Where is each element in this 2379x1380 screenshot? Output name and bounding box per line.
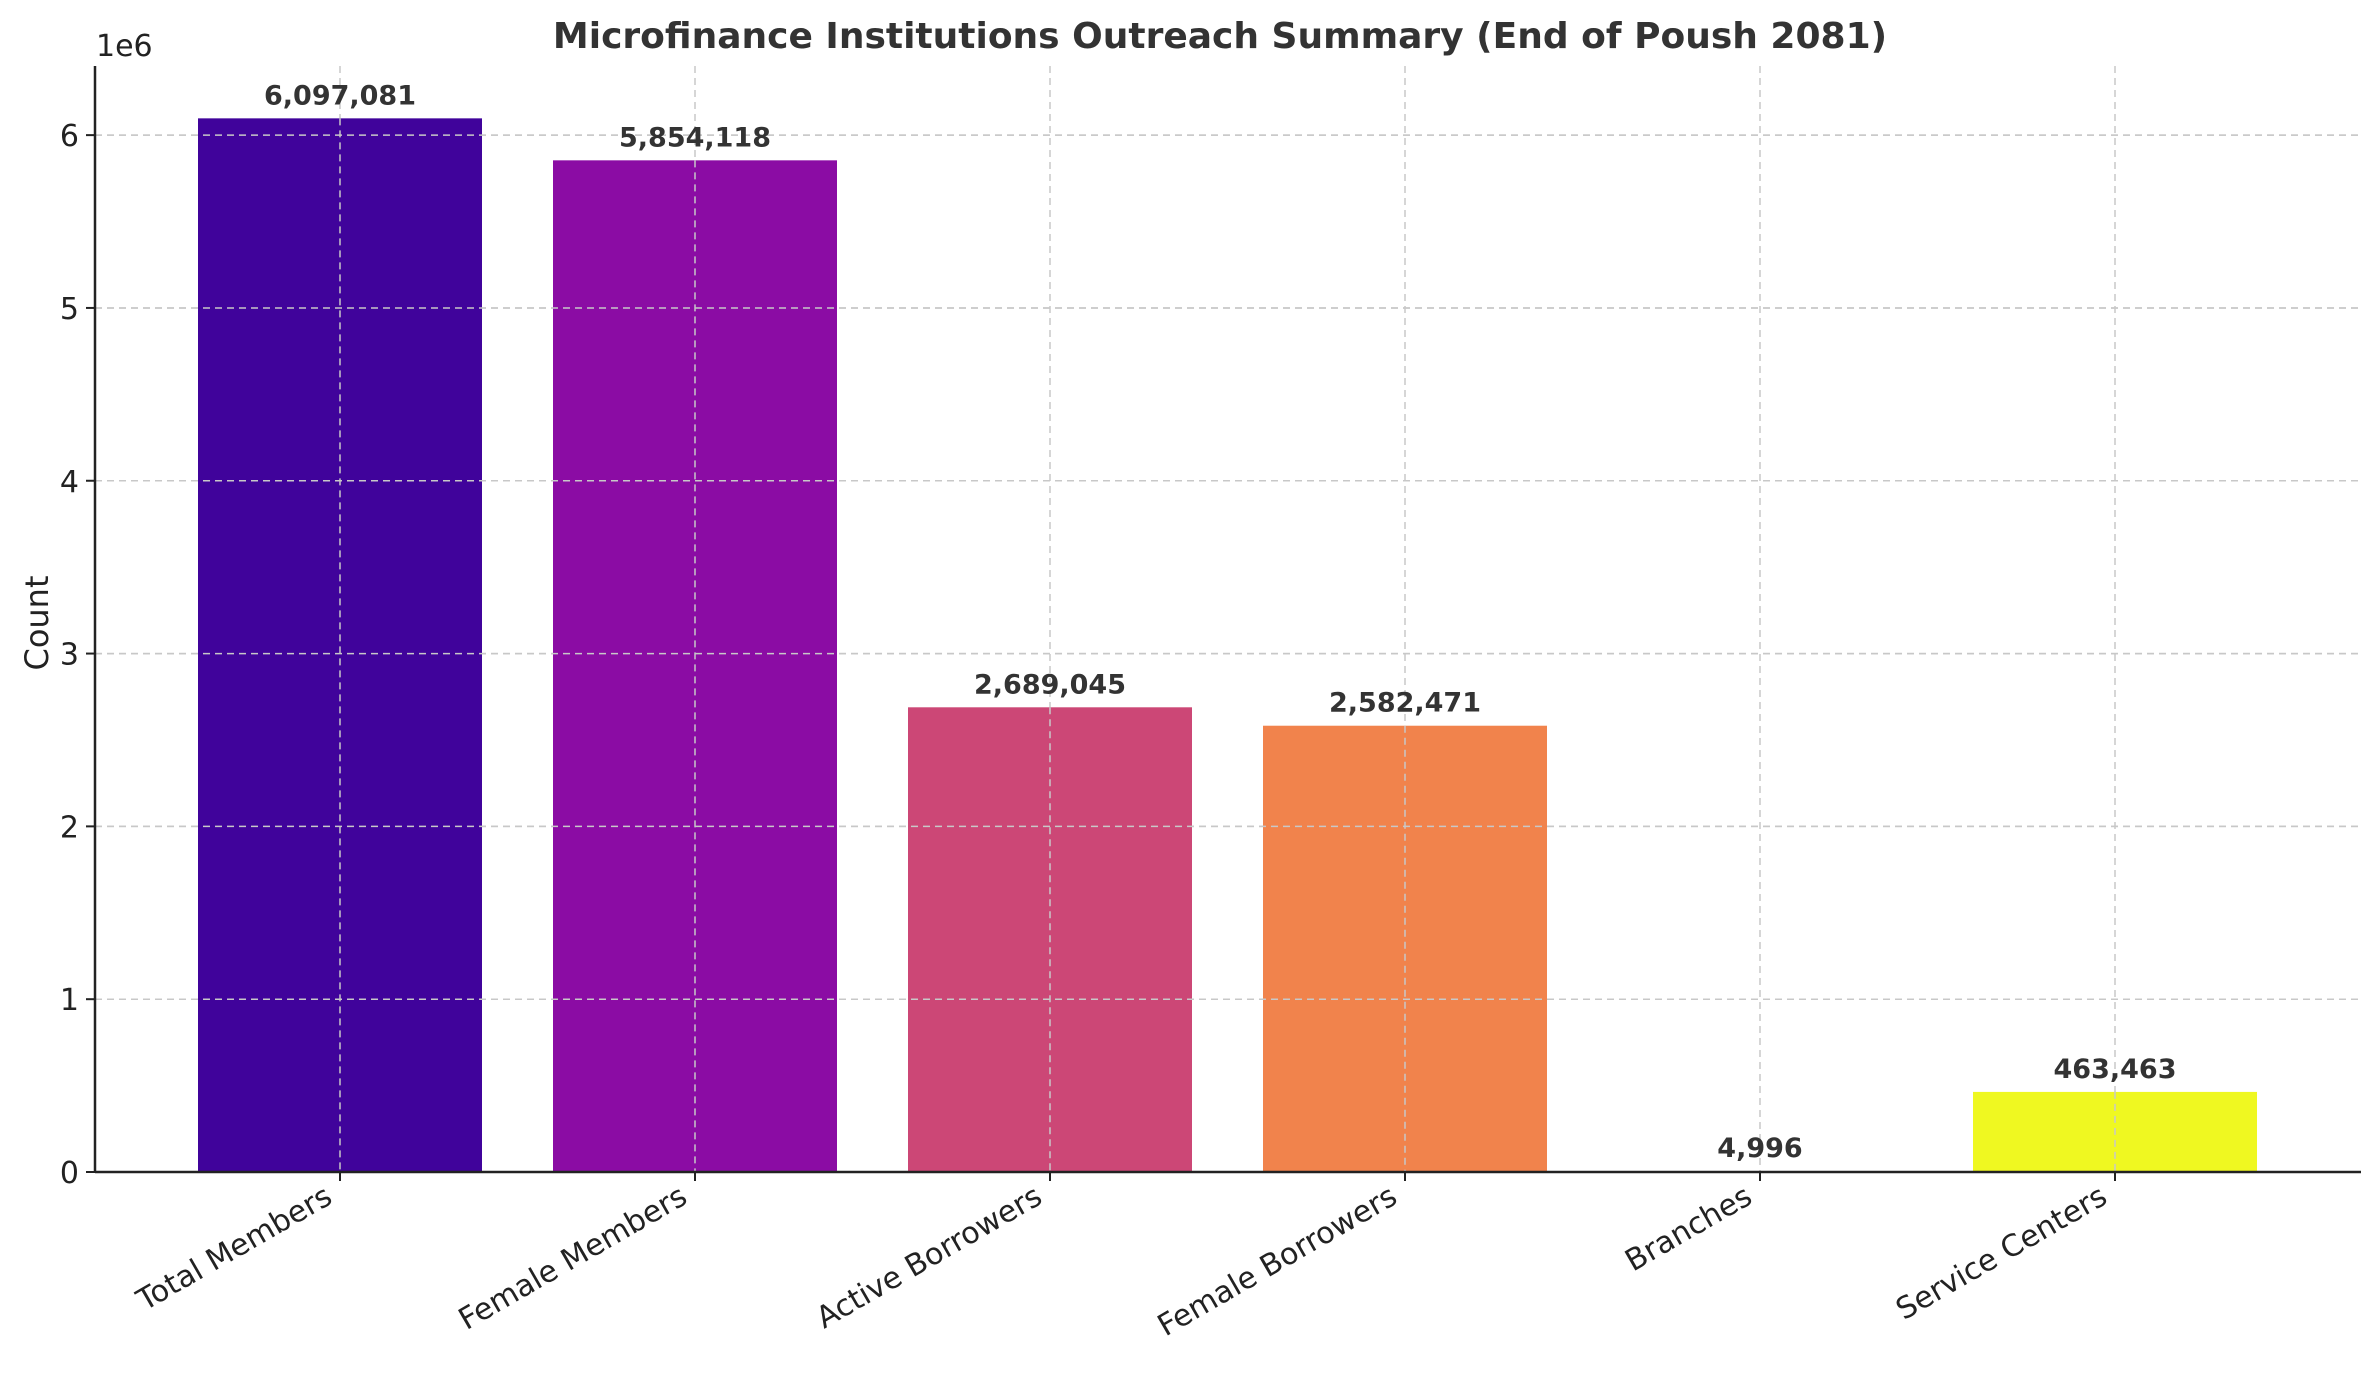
x-tick-label: Branches (1619, 1179, 1758, 1279)
y-tick-label: 3 (60, 638, 79, 673)
y-tick-label: 2 (60, 810, 79, 845)
y-tick-label: 1 (60, 983, 79, 1018)
x-tick-label: Total Members (130, 1179, 338, 1319)
y-tick-label: 0 (60, 1156, 79, 1191)
bar-value-label: 6,097,081 (264, 80, 416, 111)
y-tick-label: 4 (60, 465, 79, 500)
bar-value-label: 2,689,045 (974, 669, 1126, 700)
bars (95, 118, 2361, 1173)
x-tick-label: Service Centers (1890, 1179, 2113, 1328)
bar-value-label: 463,463 (2054, 1054, 2177, 1085)
bar-value-label: 4,996 (1717, 1133, 1802, 1164)
y-axis-title: Count (18, 575, 56, 670)
bar-value-label: 2,582,471 (1329, 688, 1481, 719)
x-tick-label: Female Members (453, 1179, 693, 1338)
x-tick-label: Female Borrowers (1152, 1179, 1403, 1344)
y-axis-scale-label: 1e6 (96, 29, 153, 64)
y-tick-label: 6 (60, 119, 79, 154)
y-tick-label: 5 (60, 292, 79, 327)
chart-title: Microfinance Institutions Outreach Summa… (553, 16, 1887, 57)
bar-value-label: 5,854,118 (619, 122, 771, 153)
axes (86, 66, 2361, 1181)
x-tick-label: Active Borrowers (810, 1179, 1048, 1336)
